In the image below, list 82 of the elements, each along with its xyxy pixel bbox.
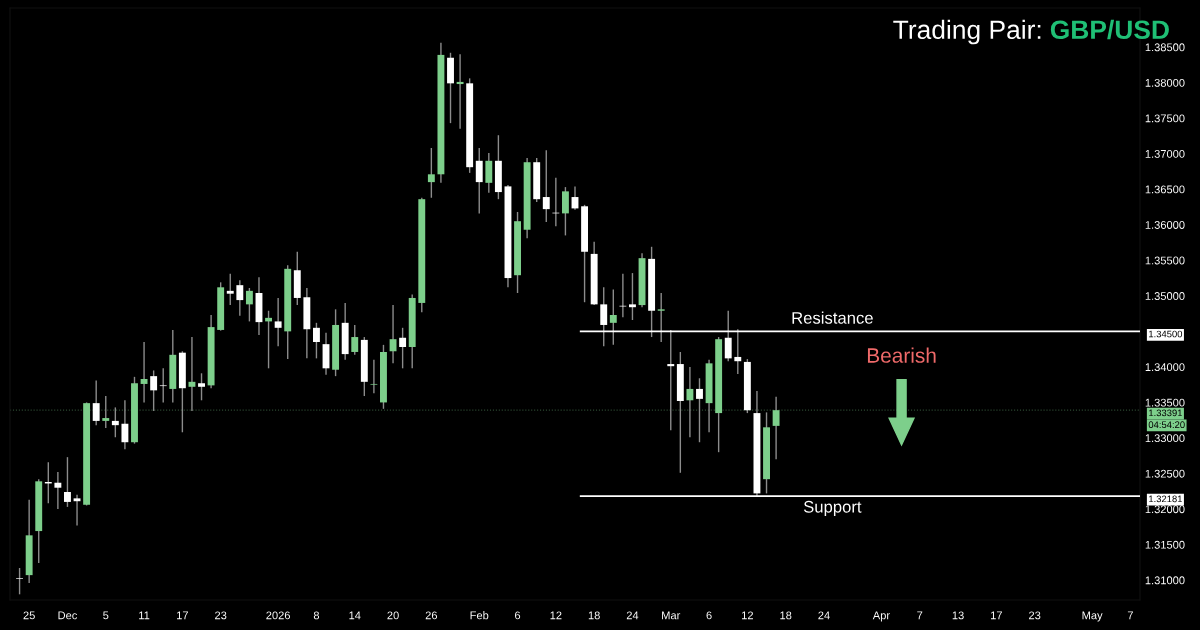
x-tick-label: 5 [103,611,109,620]
y-tick-label: 1.38000 [1145,78,1185,87]
candlestick [245,287,253,323]
x-tick-label: 7 [1127,611,1133,620]
candlestick [475,147,483,215]
x-tick-label: 2026 [266,611,291,620]
y-tick-label: 1.31500 [1145,540,1185,549]
x-tick-label: 13 [952,611,964,620]
x-tick-label: 24 [818,611,830,620]
text: 1.33391 [1149,409,1183,417]
x-tick-label: Feb [470,611,489,620]
x-tick-label: Mar [662,611,681,620]
y-tick-label: 1.36000 [1145,221,1185,229]
candlestick [542,149,550,223]
candlestick [64,456,71,508]
x-tick-label: Dec [58,611,78,620]
y-tick-label: 1.35500 [1145,256,1185,265]
y-tick-label: 1.37000 [1145,149,1185,158]
y-tick-label: 1.33500 [1145,398,1185,407]
y-tick-label: 1.31000 [1145,576,1185,585]
x-tick-label: 11 [139,611,150,620]
candlestick [73,494,81,527]
y-tick-label: 1.32000 [1145,505,1185,514]
text: 1.34500 [1149,330,1183,338]
candlestick [150,369,158,412]
candlestick [274,297,282,347]
candlestick [370,359,378,394]
candlestick [226,273,234,306]
x-tick-label: 20 [387,611,399,620]
x-tick-label: 14 [349,611,361,620]
x-tick-label: 26 [425,611,438,620]
candlestick [351,324,359,356]
x-tick-label: 6 [515,611,521,620]
candlestick [399,327,407,370]
x-tick-label: 25 [23,611,35,620]
ref-line-label: Resistance [792,311,873,324]
candlestick [657,292,665,343]
x-tick-label: Apr [872,611,890,622]
candlestick [140,341,148,404]
x-tick-label: 17 [177,611,188,620]
candlestick [236,279,244,317]
y-tick-label: 1.37500 [1145,114,1185,123]
candlestick [16,567,24,596]
x-tick-label: 12 [742,611,753,620]
y-tick-label: 1.35000 [1145,292,1185,300]
candlestick [198,372,205,401]
candlestick [609,288,617,346]
candlestick [456,53,464,130]
x-tick-label: 17 [991,611,1002,620]
x-tick-label: 12 [550,611,562,620]
y-tick-label: 1.38500 [1145,43,1185,52]
candlestick [92,379,100,426]
x-tick-label: 18 [780,611,792,620]
candlestick [111,406,119,438]
candlestick [54,471,62,510]
x-tick-label: 6 [706,611,712,620]
y-tick-label: 1.36500 [1145,185,1185,194]
x-tick-label: 8 [313,611,320,620]
candlestick [102,395,110,429]
ref-line-label: Support [803,500,862,516]
text: 1.32181 [1149,495,1183,503]
text: 04:54:20 [1148,421,1185,428]
x-tick-label: 7 [917,611,923,620]
candlestick [696,377,703,443]
x-tick-label: 18 [588,611,600,620]
candlestick [159,367,167,404]
annotation: Bearish [867,347,936,363]
candlestick [629,272,636,321]
candlestick [772,396,780,460]
candlestick [427,147,435,199]
candlestick [121,399,129,451]
candlestick [561,186,569,237]
x-tick-label: 23 [215,611,227,620]
candlestick [686,366,694,438]
candlestick [312,322,320,360]
x-tick-label: May [1082,611,1103,622]
x-tick-label: 23 [1029,611,1041,620]
y-tick-label: 1.32500 [1145,469,1185,478]
x-tick-label: 24 [626,611,639,620]
y-tick-label: 1.34000 [1145,363,1185,372]
y-tick-label: 1.33000 [1145,434,1185,443]
candlestick [485,152,493,194]
